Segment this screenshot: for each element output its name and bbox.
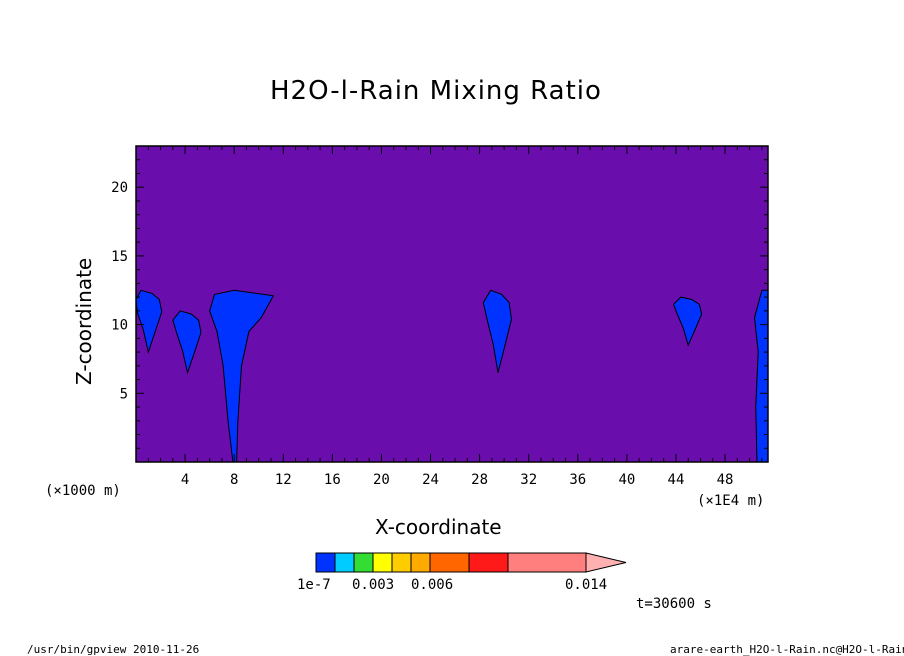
rain-cell — [482, 289, 513, 373]
colorbar-segment — [429, 552, 470, 573]
x-tick-label: 28 — [471, 472, 488, 488]
colorbar-segment — [372, 552, 393, 573]
colorbar-extension — [585, 552, 627, 573]
x-tick-label: 24 — [422, 472, 439, 488]
y-tick-label: 10 — [111, 318, 128, 334]
rain-cell — [209, 289, 275, 463]
x-unit-right: (×1E4 m) — [697, 493, 765, 509]
rain-cell — [172, 310, 202, 375]
x-tick-label: 20 — [373, 472, 390, 488]
colorbar-label: 1e-7 — [297, 577, 331, 593]
rain-cell — [135, 289, 163, 354]
x-unit-left: (×1000 m) — [45, 483, 121, 499]
x-tick-label: 8 — [230, 472, 238, 488]
footer-left: /usr/bin/gpview 2010-11-26 — [27, 643, 200, 656]
colorbar-segment — [507, 552, 587, 573]
footer-right: arare-earth_H2O-l-Rain.nc@H2O-l-Rain — [670, 643, 904, 656]
chart-title: H2O-l-Rain Mixing Ratio — [270, 76, 602, 106]
colorbar-label: 0.003 — [352, 577, 395, 593]
x-tick-label: 48 — [717, 472, 734, 488]
colorbar-segment — [410, 552, 431, 573]
colorbar-label: 0.006 — [411, 577, 454, 593]
x-tick-label: 16 — [324, 472, 341, 488]
x-tick-label: 32 — [520, 472, 537, 488]
x-tick-label: 12 — [275, 472, 292, 488]
colorbar-label: 0.014 — [565, 577, 608, 593]
x-tick-label: 40 — [618, 472, 635, 488]
x-tick-label: 36 — [569, 472, 586, 488]
colorbar-segment — [334, 552, 355, 573]
x-tick-label: 44 — [668, 472, 685, 488]
y-tick-label: 15 — [111, 249, 128, 265]
colorbar-segment — [468, 552, 509, 573]
y-tick-label: 5 — [120, 386, 128, 402]
rain-cell — [672, 296, 703, 347]
x-axis-label: X-coordinate — [375, 515, 502, 539]
colorbar-segment — [391, 552, 412, 573]
y-tick-label: 20 — [111, 180, 128, 196]
y-axis-label: Z-coordinate — [72, 257, 96, 385]
time-label: t=30600 s — [636, 596, 712, 612]
plot-frame — [135, 145, 769, 463]
colorbar-segment — [315, 552, 336, 573]
x-tick-label: 4 — [181, 472, 189, 488]
colorbar-segment — [353, 552, 374, 573]
